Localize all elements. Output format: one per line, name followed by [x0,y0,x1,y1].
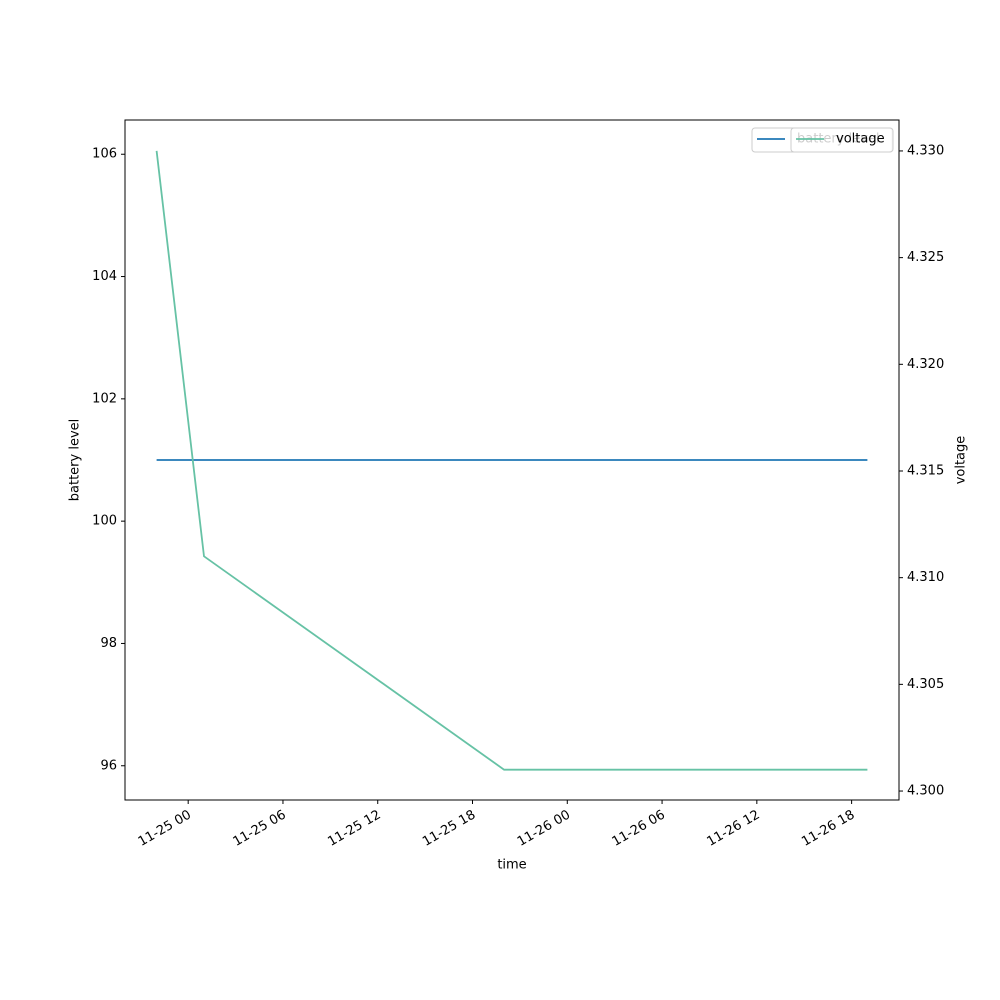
x-tick-label: 11-26 12 [704,808,762,850]
y2-tick-label: 4.310 [907,570,944,585]
y2-axis-label: voltage [954,436,969,485]
legend-box [790,127,894,153]
y-tick-label: 100 [92,514,117,529]
y2-tick-label: 4.330 [907,143,944,158]
x-tick-label: 11-25 00 [136,808,194,850]
x-tick-label: 11-26 18 [799,808,857,850]
plot-frame [124,119,900,801]
y-tick-label: 106 [92,147,117,162]
x-tick-label: 11-25 12 [325,808,383,850]
y2-tick-label: 4.320 [907,357,944,372]
x-tick-label: 11-25 18 [420,808,478,850]
y2-tick-label: 4.300 [907,784,944,799]
y2-tick-label: 4.315 [907,463,944,478]
series-line [155,150,868,771]
y-tick-label: 104 [92,269,117,284]
x-tick-label: 11-26 06 [610,808,668,850]
y2-tick-label: 4.325 [907,250,944,265]
y-tick-label: 98 [100,636,117,651]
y-axis-label: battery level [68,419,83,502]
y-tick-label: 96 [100,758,117,773]
x-axis-label: time [497,858,526,873]
x-tick-label: 11-25 06 [231,808,289,850]
y-tick-label: 102 [92,391,117,406]
x-tick-label: 11-26 00 [515,808,573,850]
y2-tick-label: 4.305 [907,677,944,692]
legend-label: voltage [836,132,885,147]
